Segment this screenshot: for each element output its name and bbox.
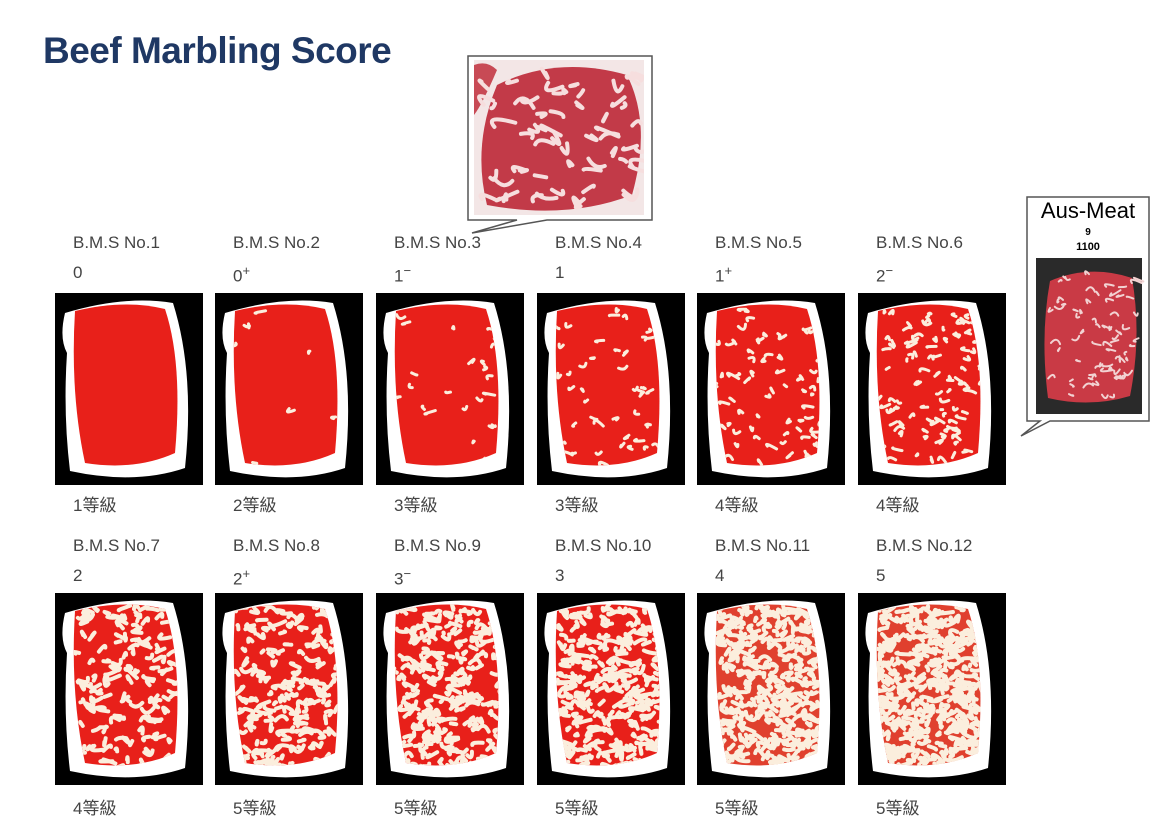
marbling-card: B.M.S No.3 1− 3等級 — [376, 233, 526, 515]
bms-score: 2− — [876, 263, 893, 287]
score-modifier: + — [724, 263, 733, 278]
score-modifier: + — [242, 566, 251, 581]
bms-score: 1− — [394, 263, 411, 287]
bms-score: 2 — [73, 566, 82, 586]
score: 0 — [73, 263, 83, 282]
title: Beef Marbling Score — [43, 30, 392, 71]
aus-meat-frame — [1020, 196, 1150, 437]
steak-image — [376, 293, 524, 485]
steak-image — [537, 593, 685, 785]
bms-label: B.M.S No.3 — [394, 233, 481, 252]
bms-label: B.M.S No.10 — [555, 536, 652, 555]
bms-score: 1 — [555, 263, 564, 283]
score-modifier: + — [242, 263, 251, 278]
bms-label: B.M.S No.8 — [233, 536, 320, 555]
grade: 5等級 — [715, 799, 759, 818]
bms-label: B.M.S No.1 — [73, 233, 160, 252]
bms-label: B.M.S No.5 — [715, 233, 802, 252]
bms-score: 3− — [394, 566, 411, 590]
aus-meat-callout: Aus-Meat 9 1100 — [1020, 196, 1155, 441]
score-modifier: − — [403, 566, 412, 581]
bms-label: B.M.S No.7 — [73, 536, 160, 555]
steak-image — [55, 593, 203, 785]
photo-callout — [467, 55, 653, 234]
marbling-card: B.M.S No.10 3 5等級 — [537, 536, 687, 818]
bms-score: 4 — [715, 566, 724, 586]
grade: 3等級 — [555, 496, 599, 515]
grade: 4等級 — [73, 799, 117, 818]
bms-label: B.M.S No.6 — [876, 233, 963, 252]
steak-image — [376, 593, 524, 785]
steak-image — [537, 293, 685, 485]
bms-score: 0 — [73, 263, 82, 283]
steak-image — [55, 293, 203, 485]
grade: 5等級 — [555, 799, 599, 818]
grade: 1等級 — [73, 496, 117, 515]
score: 2 — [876, 266, 886, 286]
steak-image — [697, 593, 845, 785]
score: 5 — [876, 566, 886, 585]
bms-label: B.M.S No.9 — [394, 536, 481, 555]
score: 1 — [394, 266, 404, 286]
bms-label: B.M.S No.4 — [555, 233, 642, 252]
score-modifier: − — [885, 263, 894, 278]
aus-meat-code: 1100 — [1076, 241, 1100, 253]
marbling-card: B.M.S No.5 1+ 4等級 — [697, 233, 847, 515]
marbling-card: B.M.S No.12 5 5等級 — [858, 536, 1008, 818]
bms-score: 3 — [555, 566, 564, 586]
marbling-card: B.M.S No.11 4 5等級 — [697, 536, 847, 818]
bms-score: 2+ — [233, 566, 250, 590]
score: 2 — [73, 566, 83, 585]
marbling-card: B.M.S No.7 2 4等級 — [55, 536, 205, 818]
grade: 5等級 — [233, 799, 277, 818]
marbling-card: B.M.S No.6 2− 4等級 — [858, 233, 1008, 515]
grade: 4等級 — [715, 496, 759, 515]
marbling-card: B.M.S No.9 3− 5等級 — [376, 536, 526, 818]
marbling-card: B.M.S No.1 0 1等級 — [55, 233, 205, 515]
bms-score: 5 — [876, 566, 885, 586]
bms-label: B.M.S No.12 — [876, 536, 973, 555]
score: 1 — [715, 266, 725, 286]
score: 3 — [555, 566, 565, 585]
marbling-card: B.M.S No.2 0+ 2等級 — [215, 233, 365, 515]
steak-image — [697, 293, 845, 485]
bms-score: 1+ — [715, 263, 732, 287]
grade: 2等級 — [233, 496, 277, 515]
steak-image — [858, 293, 1006, 485]
bms-label: B.M.S No.2 — [233, 233, 320, 252]
marbling-card: B.M.S No.4 1 3等級 — [537, 233, 687, 515]
aus-meat-title: Aus-Meat — [1040, 198, 1136, 223]
grade: 4等級 — [876, 496, 920, 515]
score: 0 — [233, 266, 243, 286]
grade: 3等級 — [394, 496, 438, 515]
score: 4 — [715, 566, 725, 585]
grade: 5等級 — [394, 799, 438, 818]
steak-image — [215, 293, 363, 485]
steak-image — [858, 593, 1006, 785]
score: 1 — [555, 263, 565, 282]
score-modifier: − — [403, 263, 412, 278]
score: 3 — [394, 569, 404, 589]
marbling-card: B.M.S No.8 2+ 5等級 — [215, 536, 365, 818]
bms-score: 0+ — [233, 263, 250, 287]
grade: 5等級 — [876, 799, 920, 818]
steak-image — [215, 593, 363, 785]
score: 2 — [233, 569, 243, 589]
bms-label: B.M.S No.11 — [715, 536, 811, 555]
aus-meat-score: 9 — [1085, 227, 1091, 238]
